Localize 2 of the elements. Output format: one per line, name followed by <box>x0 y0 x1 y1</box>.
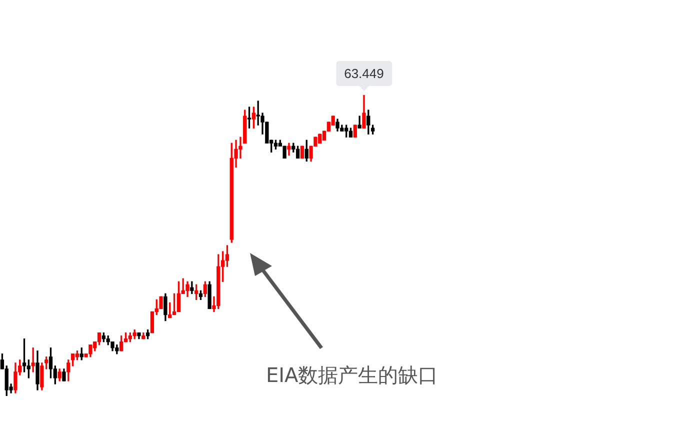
annotation: EIA数据产生的缺口 <box>266 362 438 389</box>
annotation: 63.449 <box>336 61 392 86</box>
